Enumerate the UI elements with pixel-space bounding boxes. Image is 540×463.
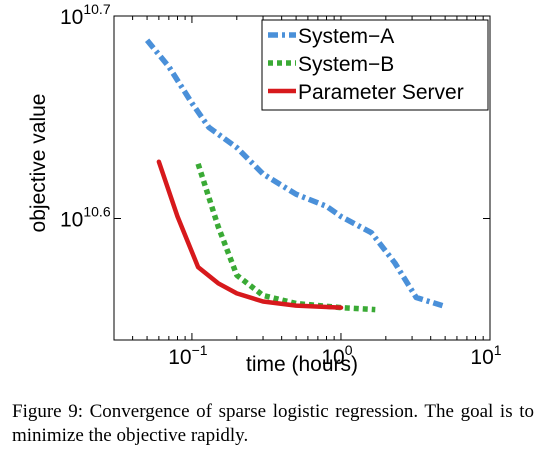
series-line [144, 38, 444, 309]
figure-caption: Figure 9: Convergence of sparse logistic… [12, 401, 534, 446]
x-axis-label: time (hours) [246, 353, 358, 376]
legend: System−A System−B Parameter Server [261, 19, 489, 111]
series-line [195, 162, 376, 313]
legend-label: System−B [298, 53, 394, 76]
x-tick-label: 101 [470, 342, 501, 369]
y-axis-label: objective value [27, 94, 50, 233]
y-tick-label: 1010.7 [60, 1, 111, 29]
series-line [156, 159, 344, 310]
legend-box [261, 19, 489, 111]
legend-label: System−A [298, 25, 394, 48]
y-tick-label: 1010.6 [60, 204, 111, 232]
legend-items: System−A System−B Parameter Server [268, 25, 464, 104]
convergence-chart: 10−1 100 101 1010.6 1010.7 time (hours) obje… [27, 1, 502, 376]
x-tick-label: 10−1 [168, 342, 208, 369]
plot-frame [113, 15, 491, 341]
x-tick-label: 100 [321, 342, 352, 369]
series-lines [144, 38, 444, 313]
legend-label: Parameter Server [298, 81, 464, 104]
axis-ticks: 10−1 100 101 1010.6 1010.7 [60, 1, 502, 369]
